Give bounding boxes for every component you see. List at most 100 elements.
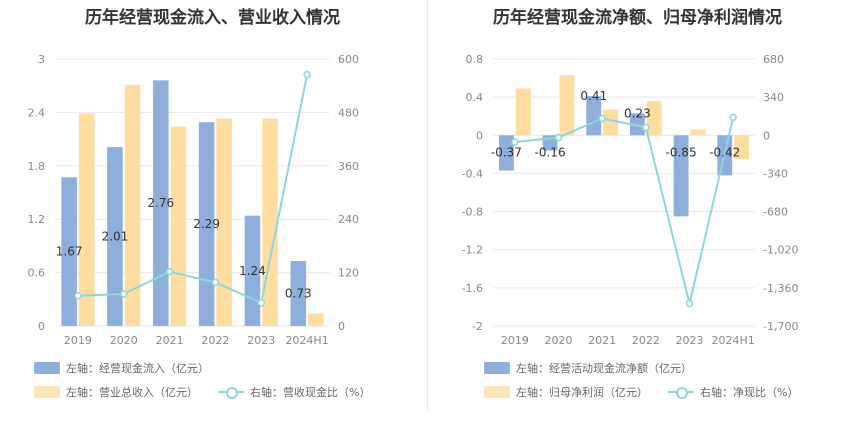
blue-swatch-icon <box>484 362 510 374</box>
left-chart-bar-data-label: 2.29 <box>193 217 220 231</box>
left-chart-bar-secondary[interactable] <box>308 313 324 326</box>
right-chart-bar-secondary[interactable] <box>734 135 750 160</box>
right-chart-category-label: 2022 <box>632 334 660 347</box>
right-chart-right-tick-label: -1,700 <box>763 320 798 333</box>
left-chart-bar-primary[interactable] <box>107 147 123 326</box>
left-legend-line-label: 右轴：营收现金比（%） <box>250 386 371 399</box>
line-marker-icon <box>218 386 244 399</box>
left-chart-bar-primary[interactable] <box>290 261 307 326</box>
left-chart-bar-data-label: 1.67 <box>56 245 83 259</box>
right-chart-panel: 历年经营现金流净额、归母净利润情况 -2 -1.6 -1.2 -0.8 -0.4 0 0.4… <box>425 0 850 437</box>
left-chart-left-tick-label: 1.2 <box>28 213 46 226</box>
right-chart-left-tick-label: -2 <box>472 320 483 333</box>
right-chart-bar-data-label: -0.42 <box>709 145 740 159</box>
right-chart-ratio-line <box>514 117 735 304</box>
left-chart-bar-data-label: 2.01 <box>102 230 129 244</box>
right-chart-bar-secondary[interactable] <box>646 100 662 136</box>
right-chart-left-tick-label: 0.4 <box>466 91 484 104</box>
right-chart-right-tick-label: 340 <box>763 91 784 104</box>
right-chart-right-tick-label: -1,360 <box>763 282 798 295</box>
left-chart-left-tick-label: 0.6 <box>28 267 46 280</box>
right-chart-svg: -2 -1.6 -1.2 -0.8 -0.4 0 0.4 0.8 -1,700 -1,360 -1,… <box>462 53 799 347</box>
left-chart-bar-secondary[interactable] <box>78 113 95 326</box>
right-chart-left-tick-label: -0.8 <box>462 206 483 219</box>
left-chart-category-label: 2022 <box>201 334 229 347</box>
left-chart-left-tick-label: 2.4 <box>28 106 46 119</box>
right-chart-bar-data-label: -0.16 <box>535 145 566 159</box>
left-chart-bar-secondary[interactable] <box>216 118 232 326</box>
left-legend-bar2[interactable]: 左轴：营业总收入（亿元） <box>34 384 198 400</box>
left-chart-ratio-point[interactable] <box>257 299 265 307</box>
left-chart-right-tick-label: 240 <box>338 213 359 226</box>
right-chart-ratio-point[interactable] <box>685 299 694 308</box>
left-chart-left-tick-label: 0 <box>38 320 45 333</box>
left-chart-category-label: 2023 <box>247 334 275 347</box>
right-chart-bar-secondary[interactable] <box>603 109 619 136</box>
panel-divider <box>427 0 428 410</box>
right-chart-bar-secondary[interactable] <box>559 75 575 136</box>
right-chart-ratio-point[interactable] <box>554 133 563 142</box>
right-legend-line[interactable]: 右轴：净现比（%） <box>668 384 798 400</box>
orange-swatch-icon <box>484 386 510 398</box>
left-chart-bar-data-label: 0.73 <box>285 287 312 301</box>
left-legend-bar2-label: 左轴：营业总收入（亿元） <box>66 386 198 399</box>
right-chart-ratio-point[interactable] <box>642 123 650 132</box>
right-chart-category-label: 2019 <box>501 334 529 347</box>
left-chart-bar-primary[interactable] <box>198 122 215 326</box>
right-chart-category-label: 2024H1 <box>712 334 755 347</box>
right-chart-left-tick-label: -1.6 <box>462 282 483 295</box>
left-chart-ratio-line <box>77 74 309 305</box>
right-chart-bar-primary[interactable] <box>629 113 645 136</box>
left-chart-category-label: 2020 <box>110 334 138 347</box>
left-chart-svg: 0 0.6 1.2 1.8 2.4 3 0 120 240 360 480 600 2019 2020 20… <box>28 53 360 347</box>
right-chart-left-tick-label: 0 <box>476 129 483 142</box>
right-chart-bar-primary[interactable] <box>586 96 602 136</box>
left-chart-ratio-point[interactable] <box>211 278 220 287</box>
left-chart-bar-secondary[interactable] <box>124 84 141 326</box>
right-chart-bar-data-label: 0.23 <box>624 106 651 120</box>
left-chart-right-tick-label: 360 <box>338 160 359 173</box>
left-chart-bar-secondary[interactable] <box>170 126 187 326</box>
right-legend-bar1-label: 左轴：经营活动现金流净额（亿元） <box>516 362 692 375</box>
right-chart-bar-secondary[interactable] <box>690 129 706 136</box>
left-chart-ratio-point[interactable] <box>303 70 311 79</box>
left-chart-right-tick-label: 0 <box>338 320 345 333</box>
right-chart-category-label: 2021 <box>588 334 616 347</box>
left-chart-bar-data-label: 1.24 <box>239 264 266 278</box>
right-chart-bar-primary[interactable] <box>498 135 514 171</box>
right-chart-ratio-point[interactable] <box>598 114 606 123</box>
left-legend-bar1-label: 左轴：经营现金流入（亿元） <box>66 362 209 375</box>
left-chart-bar-primary[interactable] <box>153 80 169 326</box>
left-chart-bar-primary[interactable] <box>244 215 261 326</box>
right-chart-category-label: 2023 <box>676 334 704 347</box>
left-chart-left-tick-label: 3 <box>38 53 45 66</box>
right-chart-left-tick-label: -0.4 <box>462 167 483 180</box>
right-chart-right-tick-label: 680 <box>763 53 784 66</box>
right-chart-right-tick-label: -1,020 <box>763 244 798 257</box>
right-chart-bar-primary[interactable] <box>673 135 689 217</box>
right-chart-bar-secondary[interactable] <box>515 88 531 136</box>
right-chart-category-label: 2020 <box>545 334 573 347</box>
left-legend-line[interactable]: 右轴：营收现金比（%） <box>218 384 370 400</box>
right-chart-left-tick-label: -1.2 <box>462 244 483 257</box>
left-legend-bar1[interactable]: 左轴：经营现金流入（亿元） <box>34 360 209 376</box>
orange-swatch-icon <box>34 386 60 398</box>
left-chart-bar-primary[interactable] <box>61 177 77 326</box>
left-chart-right-tick-label: 120 <box>338 267 359 280</box>
left-chart-bar-secondary[interactable] <box>262 118 278 326</box>
right-chart-ratio-point[interactable] <box>729 113 737 122</box>
right-chart-bar-data-label: -0.37 <box>491 145 522 159</box>
right-legend-bar1[interactable]: 左轴：经营活动现金流净额（亿元） <box>484 360 692 376</box>
right-chart-left-tick-label: 0.8 <box>466 53 484 66</box>
blue-swatch-icon <box>34 362 60 374</box>
right-legend-bar2[interactable]: 左轴：归母净利润（亿元） <box>484 384 648 400</box>
left-chart-ratio-point[interactable] <box>120 290 128 298</box>
left-chart-ratio-point[interactable] <box>74 291 82 300</box>
right-chart-ratio-point[interactable] <box>511 138 519 146</box>
right-chart-right-tick-label: -340 <box>763 167 788 180</box>
left-chart-bar-data-label: 2.76 <box>147 196 174 210</box>
right-legend-bar2-label: 左轴：归母净利润（亿元） <box>516 386 648 399</box>
left-chart-category-label: 2024H1 <box>285 334 328 347</box>
left-chart-ratio-point[interactable] <box>165 267 174 276</box>
left-chart-category-label: 2021 <box>156 334 184 347</box>
